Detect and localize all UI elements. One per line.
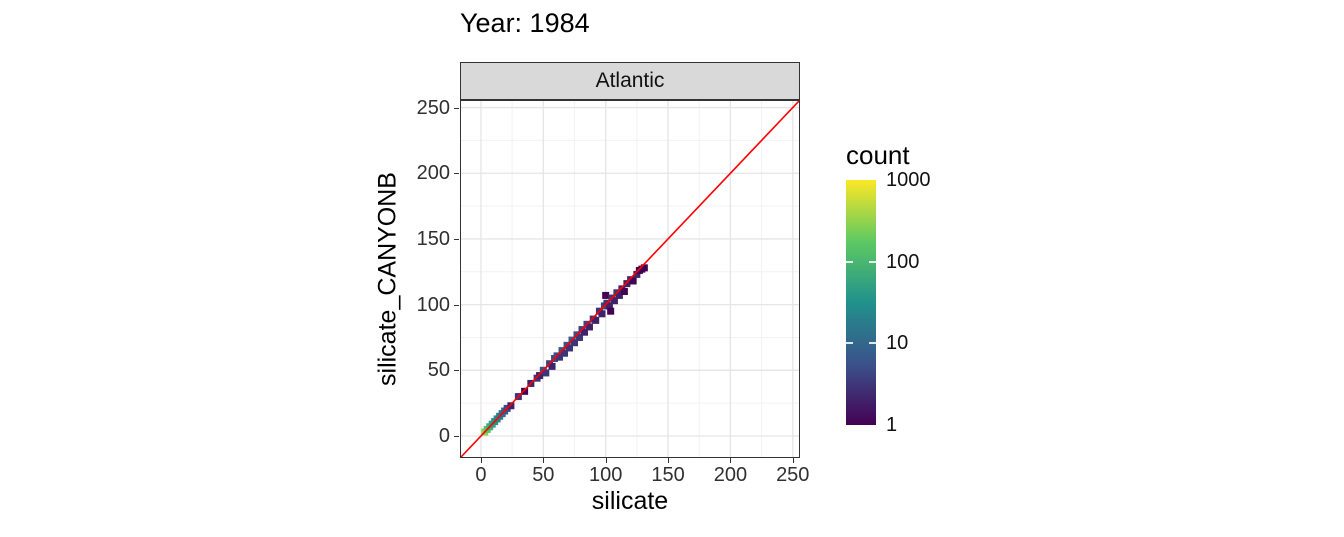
x-axis-title: silicate — [591, 487, 669, 515]
legend-tick-mark — [869, 260, 876, 263]
x-tick-mark — [480, 458, 482, 463]
bin-point — [602, 291, 610, 299]
bin-point — [556, 353, 564, 361]
legend-label: 1000 — [886, 169, 931, 191]
y-tick-mark — [454, 173, 459, 175]
legend-label: 100 — [886, 250, 920, 273]
bin-point — [610, 297, 618, 305]
bin-point — [620, 287, 628, 295]
bin-point — [585, 323, 593, 331]
chart-title: Year: 1984 — [460, 8, 590, 38]
legend-tick-mark — [846, 260, 853, 263]
y-axis-title: silicate_CANYONB — [373, 172, 402, 386]
bin-point — [615, 291, 623, 299]
bin-point — [566, 344, 574, 352]
y-tick-mark — [454, 370, 459, 372]
y-tick-label: 0 — [438, 424, 450, 447]
x-tick-mark — [605, 458, 607, 463]
x-tick-label: 200 — [713, 464, 748, 486]
bin-point — [633, 270, 641, 278]
bin-point — [561, 349, 569, 357]
x-tick-label: 0 — [475, 464, 487, 486]
y-tick-mark — [454, 435, 459, 437]
x-tick-label: 250 — [776, 464, 810, 486]
bin-point — [536, 372, 544, 380]
y-tick-label: 200 — [416, 162, 450, 185]
x-tick-mark — [792, 458, 794, 463]
bin-point — [605, 302, 613, 310]
legend-label: 1 — [886, 414, 898, 436]
bin-point — [623, 280, 631, 288]
facet-strip: Atlantic — [460, 62, 800, 100]
y-tick-label: 50 — [427, 359, 450, 382]
x-tick-label: 150 — [651, 464, 685, 486]
legend-tick-mark — [869, 342, 876, 345]
x-tick-mark — [543, 458, 545, 463]
y-tick-label: 250 — [416, 96, 450, 119]
y-tick-mark — [454, 304, 459, 306]
bin-point — [607, 307, 615, 315]
facet-label: Atlantic — [595, 69, 665, 92]
x-tick-mark — [730, 458, 732, 463]
y-tick-mark — [454, 107, 459, 109]
x-tick-label: 100 — [588, 464, 623, 486]
identity-line — [461, 101, 799, 457]
y-tick-label: 150 — [416, 227, 450, 250]
bin-point — [592, 316, 600, 324]
legend-title: count — [846, 140, 910, 170]
y-tick-label: 100 — [416, 293, 450, 316]
bin-point — [598, 310, 606, 318]
legend-tick-mark — [846, 342, 853, 345]
bin-point — [570, 339, 578, 347]
bin-point — [580, 328, 588, 336]
bin-point — [575, 333, 583, 341]
x-tick-label: 50 — [532, 464, 555, 486]
bin-point — [542, 369, 550, 377]
y-tick-mark — [454, 238, 459, 240]
bin-point — [640, 264, 648, 272]
bin-point — [548, 362, 556, 370]
legend-label: 10 — [886, 332, 909, 355]
bin-point — [629, 277, 637, 285]
plot-canvas — [461, 101, 799, 457]
bin-point — [521, 387, 529, 395]
bin-point — [507, 402, 515, 410]
legend-colorbar — [846, 180, 876, 425]
x-tick-mark — [668, 458, 670, 463]
plot-panel — [460, 100, 800, 458]
